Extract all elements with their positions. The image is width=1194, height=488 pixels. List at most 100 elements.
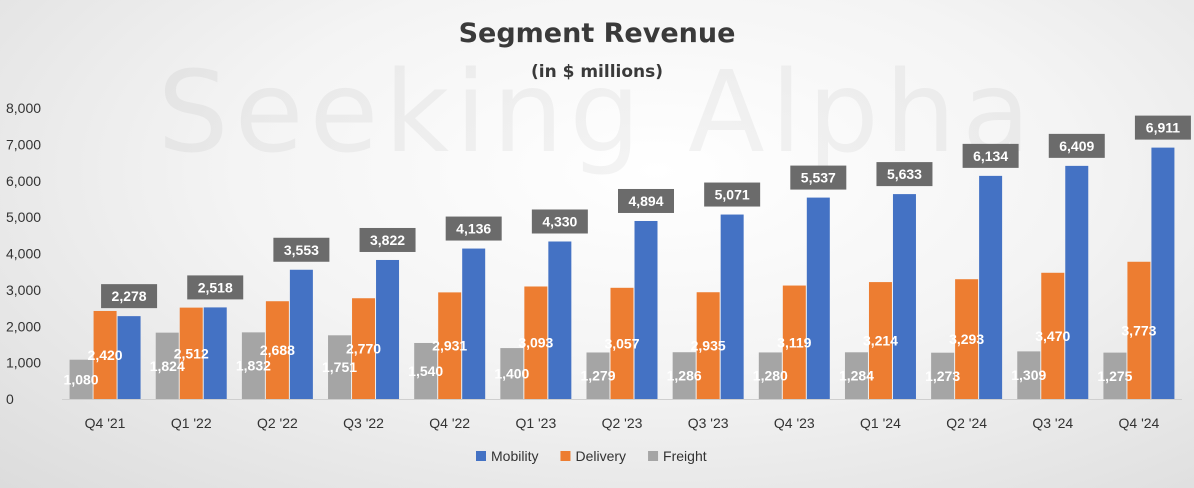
x-tick-label: Q4 '24 [1119,415,1160,431]
y-tick-label: 4,000 [6,246,41,262]
bar-freight [931,352,955,399]
x-tick-label: Q1 '23 [515,415,556,431]
x-tick-label: Q1 '22 [171,415,212,431]
y-tick-label: 2,000 [6,318,41,334]
data-label-mobility: 4,136 [456,221,491,237]
bar-freight [844,352,868,399]
data-label-delivery: 3,293 [949,331,984,347]
y-tick-label: 3,000 [6,282,41,298]
data-label-freight: 1,280 [753,368,788,384]
data-label-box [1048,133,1105,158]
data-label-mobility: 4,330 [542,213,577,229]
data-label-delivery: 3,773 [1121,322,1156,338]
data-label-delivery: 2,420 [88,347,123,363]
data-label-delivery: 3,093 [518,335,553,351]
legend-label-mobility: Mobility [491,448,538,464]
bar-mobility [548,241,572,399]
bar-freight [328,335,352,399]
data-label-box [790,165,847,190]
data-label-delivery: 2,688 [260,342,295,358]
bar-mobility [203,307,227,399]
data-label-mobility: 4,894 [628,193,663,209]
bar-delivery [955,279,979,399]
data-label-mobility: 2,278 [112,288,147,304]
data-label-freight: 1,284 [839,368,874,384]
bar-freight [586,352,610,399]
bar-delivery [179,307,203,399]
data-label-mobility: 6,911 [1146,120,1180,136]
bar-mobility [376,259,400,399]
data-label-box [187,275,244,300]
data-label-freight: 1,540 [408,363,443,379]
chart-subtitle: (in $ millions) [530,62,664,82]
data-label-box [876,162,933,187]
bar-mobility [979,175,1003,399]
bar-mobility [1151,147,1175,399]
bar-freight [672,352,696,399]
data-label-box [445,216,502,241]
legend-label-delivery: Delivery [575,448,626,464]
bar-delivery [438,292,462,399]
bar-delivery [1041,272,1065,399]
x-tick-label: Q3 '22 [343,415,384,431]
data-label-freight: 1,273 [925,368,960,384]
data-label-freight: 1,751 [322,359,357,375]
data-label-freight: 1,080 [64,371,99,387]
bar-delivery [1127,261,1151,399]
data-label-box [1134,115,1191,140]
data-label-delivery: 3,214 [863,333,898,349]
data-label-mobility: 5,071 [715,187,750,203]
bar-freight [758,352,782,399]
bar-delivery [868,282,892,399]
bar-mobility [634,220,658,399]
bar-freight [414,342,438,399]
data-label-mobility: 5,633 [887,166,922,182]
data-label-box [531,209,588,234]
data-label-mobility: 6,409 [1059,138,1094,154]
bar-freight [241,332,265,399]
bar-delivery [696,292,720,399]
data-label-box [101,284,158,309]
data-label-freight: 1,275 [1097,368,1132,384]
bar-freight [155,332,179,399]
y-tick-label: 6,000 [6,173,41,189]
data-label-mobility: 2,518 [198,279,233,295]
x-tick-label: Q2 '24 [946,415,987,431]
data-label-freight: 1,400 [494,366,529,382]
data-label-box [618,188,674,213]
data-label-freight: 1,309 [1011,367,1046,383]
data-label-delivery: 2,931 [432,338,467,354]
bar-delivery [93,310,117,399]
y-tick-label: 0 [6,391,14,407]
bar-delivery [352,298,376,399]
y-tick-label: 5,000 [6,209,41,225]
data-label-box [359,227,416,252]
data-label-freight: 1,832 [236,358,271,374]
bar-mobility [117,316,141,399]
data-label-delivery: 2,770 [346,341,381,357]
bar-delivery [782,285,806,399]
x-tick-label: Q4 '22 [429,415,470,431]
bar-mobility [892,194,916,399]
bar-freight [500,348,524,399]
x-tick-label: Q2 '22 [257,415,298,431]
data-label-mobility: 5,537 [801,170,836,186]
x-tick-label: Q4 '23 [774,415,815,431]
bar-freight [1103,352,1127,399]
data-label-delivery: 3,119 [777,334,811,350]
x-tick-label: Q3 '24 [1032,415,1073,431]
y-tick-label: 1,000 [6,355,41,371]
legend-label-freight: Freight [663,448,707,464]
data-label-box [704,182,761,207]
bar-mobility [1065,165,1089,399]
data-label-delivery: 2,935 [691,338,726,354]
data-label-delivery: 3,057 [604,335,639,351]
bar-mobility [720,214,744,399]
legend-swatch-delivery [560,451,571,461]
legend-swatch-mobility [476,451,486,461]
bar-freight [1017,351,1041,399]
legend-swatch-freight [648,451,659,461]
x-tick-label: Q1 '24 [860,415,901,431]
y-tick-label: 7,000 [6,136,41,152]
data-label-mobility: 6,134 [973,148,1008,164]
